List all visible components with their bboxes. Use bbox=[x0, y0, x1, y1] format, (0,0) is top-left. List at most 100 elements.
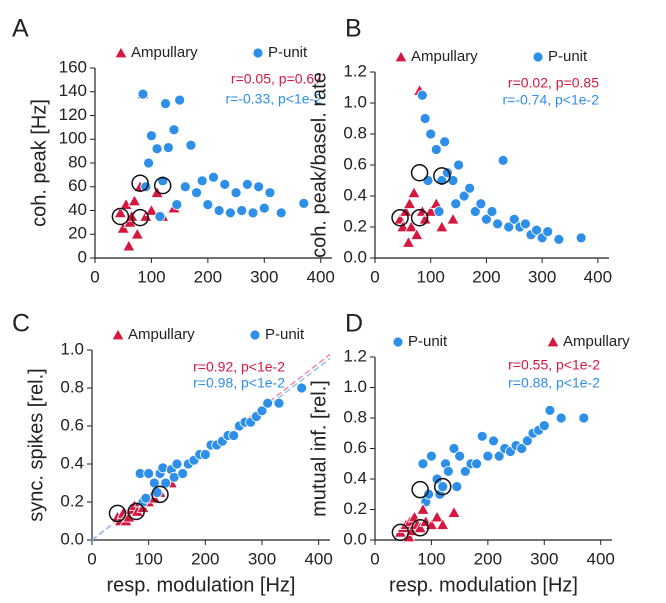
x-tick-label: 300 bbox=[528, 267, 556, 286]
highlighted-point bbox=[410, 164, 429, 182]
data-point bbox=[127, 194, 142, 207]
data-point bbox=[119, 197, 133, 210]
highlighted-point bbox=[433, 477, 452, 496]
data-point bbox=[422, 175, 434, 186]
x-tick-label: 300 bbox=[530, 549, 558, 568]
x-tick-label: 100 bbox=[417, 549, 445, 568]
y-tick-label: 1.2 bbox=[343, 346, 367, 365]
data-point bbox=[168, 124, 180, 136]
y-tick-label: 0.0 bbox=[60, 529, 84, 548]
x-tick-label: 0 bbox=[370, 267, 379, 286]
data-point bbox=[493, 450, 505, 462]
data-point bbox=[401, 235, 416, 248]
data-point bbox=[174, 94, 186, 106]
x-tick-label: 0 bbox=[87, 549, 96, 568]
data-point bbox=[185, 139, 197, 151]
y-tick-label: 80 bbox=[68, 152, 87, 171]
data-point bbox=[162, 142, 174, 153]
data-point bbox=[275, 207, 287, 219]
highlighted-point bbox=[127, 502, 145, 521]
y-tick-label: 1.0 bbox=[343, 377, 367, 396]
x-tick-label: 300 bbox=[248, 549, 276, 568]
highlighted-point bbox=[433, 167, 451, 185]
data-point bbox=[144, 203, 159, 216]
legend-marker bbox=[252, 47, 264, 59]
data-point bbox=[482, 450, 494, 462]
x-tick-label: 400 bbox=[307, 267, 335, 286]
highlighted-point bbox=[111, 207, 130, 226]
y-tick-label: 0.8 bbox=[343, 123, 367, 142]
annotation: r=0.92, p<1e-2 bbox=[193, 359, 285, 375]
highlighted-point bbox=[131, 208, 149, 227]
x-tick-label: 200 bbox=[191, 549, 219, 568]
data-point bbox=[264, 187, 276, 199]
legend-marker bbox=[394, 50, 408, 63]
data-point bbox=[430, 510, 444, 523]
data-point bbox=[521, 435, 533, 447]
data-point bbox=[171, 199, 183, 210]
y-tick-label: 0.8 bbox=[60, 377, 84, 396]
y-tick-label: 0.8 bbox=[343, 407, 367, 426]
y-tick-label: 0.2 bbox=[343, 216, 367, 235]
y-tick-label: 0.6 bbox=[343, 438, 367, 457]
annotation: r=0.98, p<1e-2 bbox=[193, 375, 285, 391]
data-point bbox=[228, 430, 240, 441]
data-point bbox=[469, 206, 481, 217]
data-point bbox=[258, 202, 270, 214]
data-point bbox=[419, 113, 431, 124]
annotation: r=0.02, p=0.85 bbox=[508, 75, 599, 91]
data-point bbox=[446, 212, 460, 225]
data-point bbox=[154, 211, 166, 222]
data-point bbox=[437, 481, 449, 493]
y-tick-label: 140 bbox=[59, 81, 87, 100]
legend-marker bbox=[114, 46, 128, 59]
data-point bbox=[430, 144, 442, 155]
y-axis-label: coh. peak [Hz] bbox=[28, 99, 50, 227]
y-tick-label: 0 bbox=[78, 247, 87, 266]
data-point bbox=[236, 205, 248, 216]
data-point bbox=[575, 232, 587, 244]
y-tick-label: 0.4 bbox=[343, 468, 367, 487]
data-point bbox=[503, 221, 515, 233]
legend-marker bbox=[532, 51, 544, 63]
y-tick-label: 1.0 bbox=[60, 339, 84, 358]
data-point bbox=[544, 404, 556, 416]
data-point bbox=[417, 458, 429, 470]
y-tick-label: 100 bbox=[59, 129, 87, 148]
data-point bbox=[262, 397, 274, 409]
data-point bbox=[464, 182, 476, 194]
annotation: r=-0.33, p<1e-2 bbox=[225, 91, 322, 107]
data-point bbox=[213, 205, 225, 216]
x-tick-label: 200 bbox=[472, 267, 500, 286]
data-point bbox=[160, 98, 171, 110]
data-point bbox=[553, 233, 565, 245]
data-point bbox=[538, 420, 550, 432]
x-tick-label: 0 bbox=[370, 549, 379, 568]
data-point bbox=[241, 178, 253, 190]
data-point bbox=[578, 412, 590, 424]
data-point bbox=[196, 175, 208, 187]
y-tick-label: 0.2 bbox=[60, 491, 84, 510]
data-point bbox=[146, 130, 157, 142]
x-axis-label: resp. modulation [Hz] bbox=[107, 574, 296, 596]
legend-label: Ampullary bbox=[131, 44, 198, 61]
data-point bbox=[542, 226, 554, 238]
data-point bbox=[486, 206, 498, 217]
data-point bbox=[426, 450, 437, 462]
y-tick-label: 1.0 bbox=[343, 92, 367, 111]
data-point bbox=[459, 465, 471, 477]
data-point bbox=[442, 465, 454, 477]
highlighted-point bbox=[151, 485, 169, 504]
legend-marker bbox=[249, 329, 261, 341]
y-tick-label: 120 bbox=[59, 105, 87, 124]
data-point bbox=[416, 502, 430, 515]
legend-label: P-unit bbox=[408, 333, 448, 350]
data-point bbox=[253, 181, 265, 193]
data-point bbox=[208, 171, 219, 183]
data-point bbox=[122, 239, 136, 252]
x-tick-label: 100 bbox=[417, 267, 445, 286]
data-point bbox=[516, 443, 528, 454]
data-point bbox=[296, 382, 308, 394]
